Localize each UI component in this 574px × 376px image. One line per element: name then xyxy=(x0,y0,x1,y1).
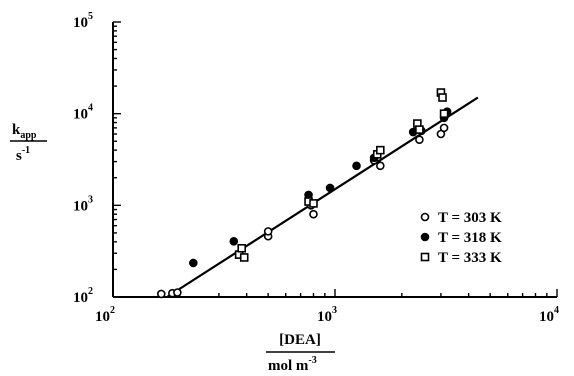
x-label-denominator: mol m-3 xyxy=(268,355,317,374)
legend-label-318: T = 318 K xyxy=(438,230,502,246)
fit-line xyxy=(166,96,479,298)
x-tick-label: 102 xyxy=(95,305,115,325)
point-open-circle xyxy=(439,123,449,133)
fit-line-group xyxy=(166,96,479,298)
legend-item-333: T = 333 K xyxy=(420,250,502,266)
y-axis-label: kapp s-1 xyxy=(10,122,47,164)
point-open-square xyxy=(237,243,247,253)
point-open-circle xyxy=(263,227,273,236)
legend-label-303: T = 303 K xyxy=(438,210,502,226)
point-open-circle xyxy=(376,161,385,171)
y-tick-label: 105 xyxy=(73,11,93,31)
point-open-square xyxy=(309,199,318,208)
legend-marker-filled-circle xyxy=(420,232,430,242)
legend-marker-open-square xyxy=(420,252,430,262)
legend-label-333: T = 333 K xyxy=(438,250,502,266)
point-filled-circle xyxy=(189,258,198,268)
ticks xyxy=(112,21,558,298)
legend-marker-open-circle xyxy=(420,212,430,222)
y-label-numerator: kapp xyxy=(12,122,37,141)
legend: T = 303 K T = 318 K T = 333 K xyxy=(420,210,502,266)
point-filled-circle xyxy=(352,161,361,171)
point-open-circle xyxy=(156,289,166,299)
x-axis-label: [DEA] mol m-3 xyxy=(266,332,335,374)
y-label-denominator: s-1 xyxy=(16,145,30,164)
legend-item-318: T = 318 K xyxy=(420,230,502,246)
point-filled-circle xyxy=(325,183,335,193)
x-tick-label: 103 xyxy=(317,305,337,325)
point-filled-circle xyxy=(229,237,239,246)
y-tick-label: 104 xyxy=(73,103,93,123)
point-open-square xyxy=(438,93,447,102)
point-open-square xyxy=(376,145,385,155)
y-tick-label: 102 xyxy=(73,286,93,306)
point-open-circle xyxy=(309,209,318,219)
point-open-square xyxy=(439,109,449,118)
legend-item-303: T = 303 K xyxy=(420,210,502,226)
data-points xyxy=(156,88,452,299)
x-tick-label: 104 xyxy=(539,305,559,325)
point-open-circle xyxy=(173,288,182,297)
point-open-circle xyxy=(415,135,424,144)
tick-labels: 102 103 104 102 103 104 105 xyxy=(73,11,559,325)
point-open-square xyxy=(239,253,249,262)
point-open-square xyxy=(415,125,424,134)
x-label-numerator: [DEA] xyxy=(279,332,321,348)
y-tick-label: 103 xyxy=(73,194,93,214)
